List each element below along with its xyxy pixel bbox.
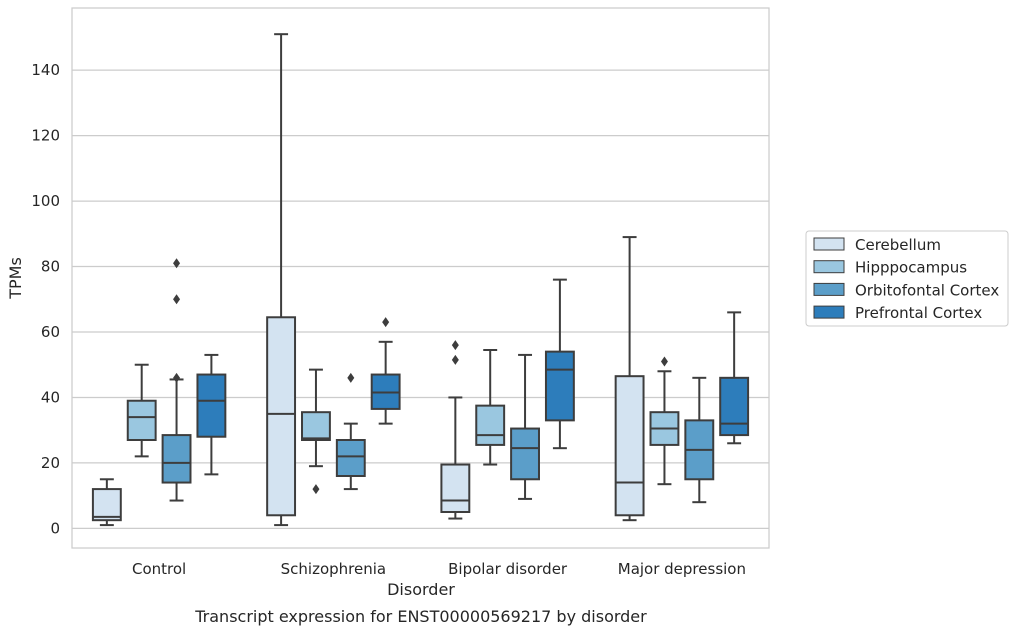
box-iqr [440,463,471,513]
y-tick-label: 120 [31,127,60,145]
legend-label: Hipppocampus [855,259,967,277]
box-iqr [301,411,331,442]
x-tick-label: Control [132,560,186,578]
box-cerebellum [266,33,297,527]
box-cerebellum [614,236,645,522]
legend-label: Prefrontal Cortex [855,304,982,322]
x-axis-ticks: Control Schizophrenia Bipolar disorder Majo… [132,560,746,578]
box-cerebellum [91,478,122,527]
box-iqr [475,404,506,446]
legend: Cerebellum Hipppocampus Orbitofontal Corte… [805,230,1009,327]
box-iqr [614,375,645,517]
y-tick-label: 20 [41,454,60,472]
outlier-point [451,354,459,365]
outlier-point [173,372,181,383]
box-orbitofontal-cortex [335,372,366,491]
y-tick-label: 40 [41,388,60,406]
box-iqr [266,316,297,517]
y-tick-label: 100 [31,192,60,210]
box-hipppocampus [475,349,506,466]
outlier-point [451,340,459,351]
box-orbitofontal-cortex [684,376,715,504]
legend-swatch [813,260,845,274]
box-hipppocampus [649,356,680,486]
box-prefrontal-cortex [719,311,750,445]
legend-swatch [813,237,845,251]
legend-swatch [813,305,845,319]
y-tick-label: 140 [31,61,60,79]
box-iqr [126,399,157,441]
chart-caption: Transcript expression for ENST0000056921… [194,607,647,626]
plot-frame [71,7,770,549]
y-tick-label: 0 [50,519,60,537]
box-orbitofontal-cortex [510,353,540,500]
legend-swatch [813,282,845,296]
box-prefrontal-cortex [196,353,227,476]
box-iqr [719,376,750,437]
y-axis-label: TPMs [6,257,25,300]
x-tick-label: Schizophrenia [281,560,386,578]
box-series [91,33,750,527]
box-prefrontal-cortex [544,278,575,450]
legend-label: Orbitofontal Cortex [855,281,999,299]
outlier-point [660,356,668,367]
box-iqr [544,350,575,422]
box-iqr [335,439,366,477]
box-cerebellum [440,340,471,520]
box-hipppocampus [126,363,157,458]
box-prefrontal-cortex [370,317,401,425]
x-tick-label: Bipolar disorder [448,560,568,578]
legend-label: Cerebellum [855,236,941,254]
outlier-point [312,484,320,495]
outlier-point [347,372,355,383]
box-hipppocampus [301,368,331,495]
outlier-point [382,317,390,328]
box-iqr [161,434,192,484]
legend-frame [805,230,1009,327]
y-tick-label: 60 [41,323,60,341]
box-iqr [91,488,122,522]
y-axis-ticks: 0 20 40 60 80 100 120 140 [31,61,60,537]
outlier-point [173,258,181,269]
x-axis-label: Disorder [387,580,455,599]
x-tick-label: Major depression [618,560,746,578]
box-iqr [196,373,227,438]
box-iqr [510,427,540,481]
y-tick-label: 80 [41,258,60,276]
outlier-point [173,294,181,305]
box-orbitofontal-cortex [161,258,192,502]
